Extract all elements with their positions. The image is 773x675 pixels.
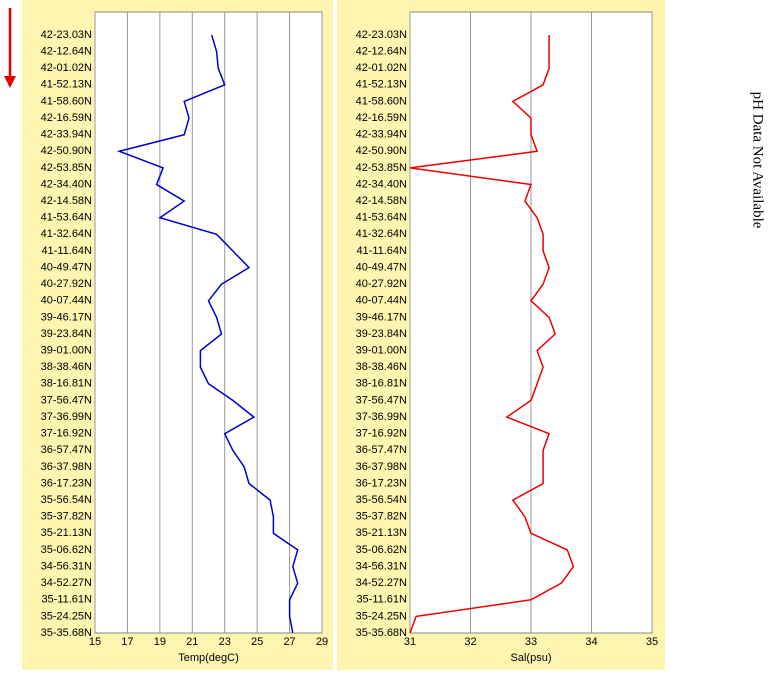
y-tick-label: 40-49.47N bbox=[356, 261, 407, 273]
y-tick-label: 35-24.25N bbox=[41, 610, 92, 622]
y-tick-label: 36-37.98N bbox=[41, 461, 92, 473]
x-tick-label: 29 bbox=[316, 636, 328, 648]
y-tick-label: 36-37.98N bbox=[356, 461, 407, 473]
y-tick-label: 42-33.94N bbox=[356, 129, 407, 141]
y-tick-label: 39-01.00N bbox=[356, 345, 407, 357]
y-tick-label: 42-14.58N bbox=[41, 195, 92, 207]
y-tick-label: 38-16.81N bbox=[41, 378, 92, 390]
y-tick-label: 41-53.64N bbox=[356, 212, 407, 224]
y-tick-label: 40-07.44N bbox=[41, 295, 92, 307]
x-tick-label: 32 bbox=[464, 636, 476, 648]
y-tick-label: 37-36.99N bbox=[41, 411, 92, 423]
y-tick-label: 42-12.64N bbox=[356, 46, 407, 58]
y-tick-label: 35-21.13N bbox=[41, 527, 92, 539]
y-tick-label: 37-16.92N bbox=[356, 428, 407, 440]
x-tick-label: 21 bbox=[186, 636, 198, 648]
x-axis-title: Temp(degC) bbox=[178, 652, 239, 664]
y-tick-label: 41-53.64N bbox=[41, 212, 92, 224]
plot-area bbox=[94, 11, 323, 634]
y-tick-label: 39-23.84N bbox=[41, 328, 92, 340]
y-tick-label: 42-53.85N bbox=[41, 162, 92, 174]
y-tick-label: 40-27.92N bbox=[356, 278, 407, 290]
y-tick-label: 35-37.82N bbox=[41, 511, 92, 523]
y-tick-label: 38-16.81N bbox=[356, 378, 407, 390]
x-tick-label: 35 bbox=[646, 636, 658, 648]
y-tick-label: 42-50.90N bbox=[356, 145, 407, 157]
y-tick-label: 34-52.27N bbox=[356, 577, 407, 589]
x-tick-label: 27 bbox=[283, 636, 295, 648]
y-tick-label: 37-56.47N bbox=[41, 394, 92, 406]
y-tick-label: 41-58.60N bbox=[356, 95, 407, 107]
y-tick-label: 42-34.40N bbox=[356, 178, 407, 190]
note: pH Data Not Available bbox=[750, 92, 766, 229]
y-tick-label: 42-34.40N bbox=[41, 178, 92, 190]
y-tick-label: 34-52.27N bbox=[41, 577, 92, 589]
x-tick-label: 33 bbox=[525, 636, 537, 648]
y-tick-label: 35-06.62N bbox=[356, 544, 407, 556]
y-tick-label: 37-16.92N bbox=[41, 428, 92, 440]
y-tick-label: 36-57.47N bbox=[41, 444, 92, 456]
y-tick-label: 42-23.03N bbox=[356, 29, 407, 41]
y-tick-label: 35-56.54N bbox=[41, 494, 92, 506]
x-tick-label: 34 bbox=[585, 636, 597, 648]
y-tick-label: 41-32.64N bbox=[41, 228, 92, 240]
y-tick-label: 39-23.84N bbox=[356, 328, 407, 340]
y-tick-label: 35-11.61N bbox=[41, 594, 92, 606]
y-tick-label: 37-56.47N bbox=[356, 394, 407, 406]
y-tick-label: 35-06.62N bbox=[41, 544, 92, 556]
y-tick-label: 35-35.68N bbox=[41, 627, 92, 639]
y-tick-label: 41-11.64N bbox=[41, 245, 92, 257]
y-tick-label: 42-16.59N bbox=[356, 112, 407, 124]
y-tick-label: 42-01.02N bbox=[41, 62, 92, 74]
y-tick-label: 41-58.60N bbox=[41, 95, 92, 107]
arrow-head bbox=[4, 76, 16, 88]
y-tick-label: 42-12.64N bbox=[41, 46, 92, 58]
y-tick-label: 42-33.94N bbox=[41, 129, 92, 141]
y-tick-label: 42-23.03N bbox=[41, 29, 92, 41]
y-tick-label: 41-52.13N bbox=[41, 79, 92, 91]
x-tick-label: 25 bbox=[251, 636, 263, 648]
x-tick-label: 31 bbox=[404, 636, 416, 648]
y-tick-label: 35-37.82N bbox=[356, 511, 407, 523]
y-tick-label: 34-56.31N bbox=[41, 560, 92, 572]
y-tick-label: 40-49.47N bbox=[41, 261, 92, 273]
y-tick-label: 37-36.99N bbox=[356, 411, 407, 423]
y-tick-label: 38-38.46N bbox=[41, 361, 92, 373]
y-tick-label: 35-11.61N bbox=[356, 594, 407, 606]
y-tick-label: 35-56.54N bbox=[356, 494, 407, 506]
y-tick-label: 35-21.13N bbox=[356, 527, 407, 539]
y-tick-label: 41-32.64N bbox=[356, 228, 407, 240]
y-tick-label: 41-52.13N bbox=[356, 79, 407, 91]
y-tick-label: 38-38.46N bbox=[356, 361, 407, 373]
x-tick-label: 15 bbox=[89, 636, 101, 648]
y-tick-label: 42-14.58N bbox=[356, 195, 407, 207]
x-tick-label: 17 bbox=[121, 636, 133, 648]
y-tick-label: 39-46.17N bbox=[41, 311, 92, 323]
y-tick-label: 34-56.31N bbox=[356, 560, 407, 572]
y-tick-label: 40-07.44N bbox=[356, 295, 407, 307]
y-tick-label: 42-53.85N bbox=[356, 162, 407, 174]
y-tick-label: 39-01.00N bbox=[41, 345, 92, 357]
y-tick-label: 42-50.90N bbox=[41, 145, 92, 157]
y-tick-label: 36-17.23N bbox=[356, 477, 407, 489]
data-line bbox=[409, 35, 575, 634]
x-tick-label: 19 bbox=[154, 636, 166, 648]
y-tick-label: 42-16.59N bbox=[41, 112, 92, 124]
y-tick-label: 41-11.64N bbox=[356, 245, 407, 257]
y-tick-label: 42-01.02N bbox=[356, 62, 407, 74]
y-tick-label: 35-24.25N bbox=[356, 610, 407, 622]
y-tick-label: 36-57.47N bbox=[356, 444, 407, 456]
y-tick-label: 40-27.92N bbox=[41, 278, 92, 290]
x-axis-title: Sal(psu) bbox=[511, 652, 552, 664]
y-tick-label: 35-35.68N bbox=[356, 627, 407, 639]
data-line bbox=[116, 34, 299, 634]
y-tick-label: 39-46.17N bbox=[356, 311, 407, 323]
x-tick-label: 23 bbox=[219, 636, 231, 648]
y-tick-label: 36-17.23N bbox=[41, 477, 92, 489]
